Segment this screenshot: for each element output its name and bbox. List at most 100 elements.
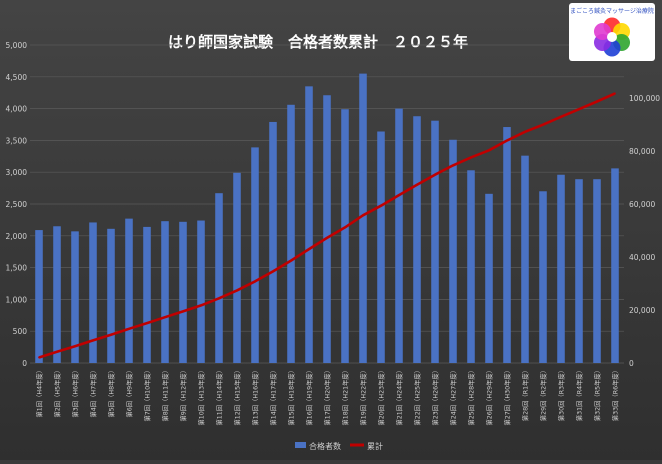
right-tick-label: 20,000 <box>629 306 655 315</box>
right-tick-label: 60,000 <box>629 200 655 209</box>
x-tick-label: 第31回（R4年度） <box>575 367 584 421</box>
x-tick-label: 第2回（H5年度） <box>53 367 62 418</box>
point-cumulative <box>92 339 94 342</box>
point-cumulative <box>578 108 580 111</box>
x-tick-label: 第21回（H24年度） <box>395 367 404 426</box>
bar-passers <box>305 86 313 363</box>
x-tick-label: 第11回（H14年度） <box>215 367 224 426</box>
point-cumulative <box>614 92 616 95</box>
logo-petals <box>593 17 631 57</box>
bar-passers <box>377 131 385 363</box>
point-cumulative <box>434 173 436 176</box>
bar-passers <box>161 221 169 363</box>
legend-swatch-passers <box>295 442 306 448</box>
x-tick-label: 第7回（H10年度） <box>143 367 152 422</box>
x-tick-label: 第18回（H21年度） <box>341 367 350 426</box>
chart-title: はり師国家試験 合格者数累計 ２０２５年 <box>168 33 468 51</box>
left-tick-label: 1,500 <box>6 264 28 273</box>
point-cumulative <box>308 248 310 251</box>
bar-passers <box>323 95 331 363</box>
x-tick-label: 第6回（H9年度） <box>125 367 134 418</box>
left-tick-label: 1,000 <box>6 295 28 304</box>
point-cumulative <box>488 149 490 152</box>
bar-passers <box>269 121 277 364</box>
x-tick-label: 第28回（R1年度） <box>521 367 530 421</box>
x-tick-label: 第9回（H12年度） <box>179 367 188 422</box>
x-tick-label: 第25回（H28年度） <box>467 367 476 426</box>
x-tick-label: 第30回（R3年度） <box>557 367 566 421</box>
right-y-axis: 0 20,000 40,000 60,000 80,000 100,000 <box>629 94 660 368</box>
right-tick-label: 0 <box>629 359 634 368</box>
legend: 合格者数 累計 <box>295 441 383 451</box>
bar-passers <box>557 174 565 363</box>
logo-petal <box>593 23 611 40</box>
point-cumulative <box>326 237 328 239</box>
point-cumulative <box>470 156 472 159</box>
left-tick-label: 3,500 <box>6 136 28 145</box>
bar-passers <box>125 218 133 363</box>
bar-passers <box>341 109 349 364</box>
point-cumulative <box>344 226 346 229</box>
bar-passers <box>593 179 601 363</box>
bar-passers <box>395 108 403 363</box>
left-tick-label: 500 <box>13 327 28 336</box>
bar-passers <box>107 228 115 363</box>
point-cumulative <box>254 280 256 283</box>
bar-passers <box>431 120 439 364</box>
point-cumulative <box>398 194 400 196</box>
x-tick-label: 第26回（H29年度） <box>485 367 494 426</box>
bar-passers <box>233 172 241 363</box>
left-tick-label: 2,000 <box>6 232 28 241</box>
point-cumulative <box>56 350 58 353</box>
line-series-cumulative <box>38 92 616 359</box>
x-tick-label: 第27回（H30年度） <box>503 367 512 426</box>
point-cumulative <box>128 327 130 330</box>
point-cumulative <box>218 297 220 300</box>
bar-passers <box>521 155 529 363</box>
left-tick-label: 0 <box>22 359 27 368</box>
bar-passers <box>611 168 619 363</box>
bar-passers <box>215 193 223 363</box>
bar-passers <box>197 220 205 363</box>
x-tick-label: 第19回（H22年度） <box>359 367 368 426</box>
right-tick-label: 40,000 <box>629 253 655 262</box>
bar-passers <box>485 193 493 363</box>
x-tick-label: 第1回（H4年度） <box>35 367 44 418</box>
point-cumulative <box>38 356 40 359</box>
x-tick-label: 第10回（H13年度） <box>197 367 206 426</box>
x-tick-label: 第5回（H8年度） <box>107 367 116 418</box>
point-cumulative <box>290 259 292 262</box>
bar-passers <box>143 226 151 363</box>
x-tick-label: 第32回（R5年度） <box>593 367 602 421</box>
point-cumulative <box>110 333 112 336</box>
point-cumulative <box>596 100 598 103</box>
left-tick-label: 4,500 <box>6 73 28 82</box>
x-tick-label: 第23回（H26年度） <box>431 367 440 426</box>
point-cumulative <box>272 270 274 273</box>
point-cumulative <box>524 130 526 133</box>
bar-passers <box>71 231 79 363</box>
x-tick-label: 第17回（H20年度） <box>323 367 332 426</box>
point-cumulative <box>74 345 76 348</box>
point-cumulative <box>416 183 418 186</box>
left-tick-label: 3,000 <box>6 168 28 177</box>
bar-passers <box>503 127 511 363</box>
bar-passers <box>179 221 187 363</box>
point-cumulative <box>146 322 148 325</box>
right-tick-label: 80,000 <box>629 147 655 156</box>
bar-passers <box>467 170 475 363</box>
bar-passers <box>251 147 259 363</box>
x-tick-label: 第20回（H23年度） <box>377 367 386 426</box>
right-tick-label: 100,000 <box>629 94 660 103</box>
bar-passers <box>359 73 367 364</box>
x-tick-label: 第15回（H18年度） <box>287 367 296 426</box>
x-tick-label: 第24回（H27年度） <box>449 367 458 426</box>
bar-passers <box>53 226 61 363</box>
bar-series-passers <box>35 73 619 364</box>
legend-label-passers: 合格者数 <box>309 441 341 451</box>
x-tick-label: 第14回（H17年度） <box>269 367 278 426</box>
bar-passers <box>35 230 43 363</box>
point-cumulative <box>164 316 166 319</box>
clinic-logo: まごころ鍼灸マッサージ治療院 <box>569 3 655 61</box>
legend-label-cumulative: 累計 <box>367 441 383 451</box>
